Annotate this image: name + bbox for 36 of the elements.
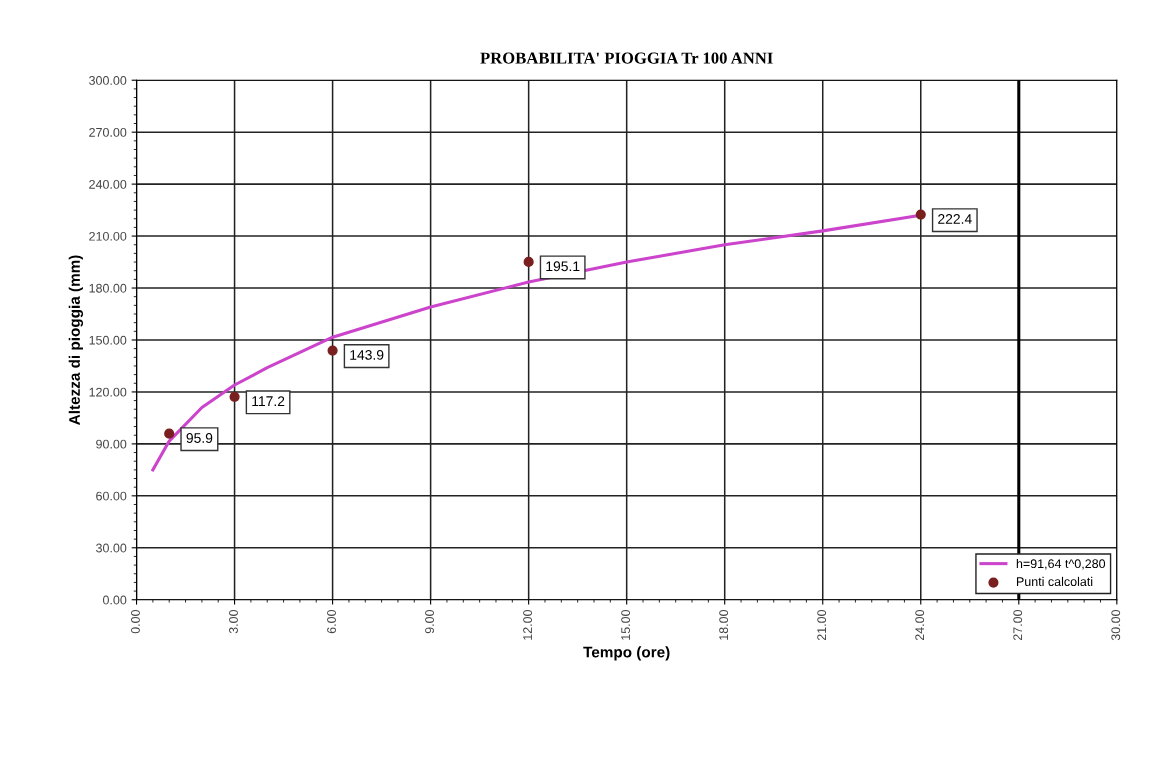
data-label: 117.2 <box>252 396 285 406</box>
data-label: 222.4 <box>938 214 972 224</box>
y-axis-title: Altezza di pioggia (mm) <box>68 255 84 425</box>
y-tick-label: 120.00 <box>89 387 127 397</box>
x-tick-label: 6.00 <box>327 609 336 634</box>
x-tick-label: 12.00 <box>523 609 533 640</box>
point <box>164 428 175 439</box>
point <box>327 345 338 356</box>
x-tick-label: 15.00 <box>621 609 631 640</box>
legend-label: h=91,64 t^0,280 <box>1016 558 1106 570</box>
y-tick-label: 90.00 <box>96 439 127 449</box>
y-tick-label: 210.00 <box>89 231 127 241</box>
point <box>523 256 534 267</box>
data-label: 143.9 <box>350 349 384 360</box>
x-tick-label: 21.00 <box>817 609 827 641</box>
y-tick-label: 270.00 <box>89 127 127 137</box>
data-label: 195.1 <box>546 261 580 272</box>
y-tick-label: 180.00 <box>89 283 127 293</box>
x-tick-label: 27.00 <box>1013 609 1023 641</box>
y-tick-label: 300.00 <box>89 76 127 85</box>
point <box>915 209 926 220</box>
y-tick-label: 0.00 <box>102 595 127 605</box>
y-tick-label: 60.00 <box>96 491 127 501</box>
x-tick-label: 30.00 <box>1111 609 1121 641</box>
x-axis-title: Tempo (ore) <box>583 646 670 661</box>
x-tick-label: 9.00 <box>425 609 434 634</box>
point <box>229 391 240 402</box>
y-tick-label: 240.00 <box>89 179 127 189</box>
chart-title: PROBABILITA' PIOGGIA Tr 100 ANNI <box>480 52 773 64</box>
legend-label: Punti calcolati <box>1016 576 1093 587</box>
x-tick-label: 24.00 <box>915 609 925 641</box>
x-tick-label: 3.00 <box>229 609 238 634</box>
y-tick-label: 150.00 <box>89 335 127 345</box>
y-tick-label: 30.00 <box>96 543 127 553</box>
x-tick-label: 18.00 <box>719 609 729 640</box>
data-label: 95.9 <box>186 433 213 443</box>
